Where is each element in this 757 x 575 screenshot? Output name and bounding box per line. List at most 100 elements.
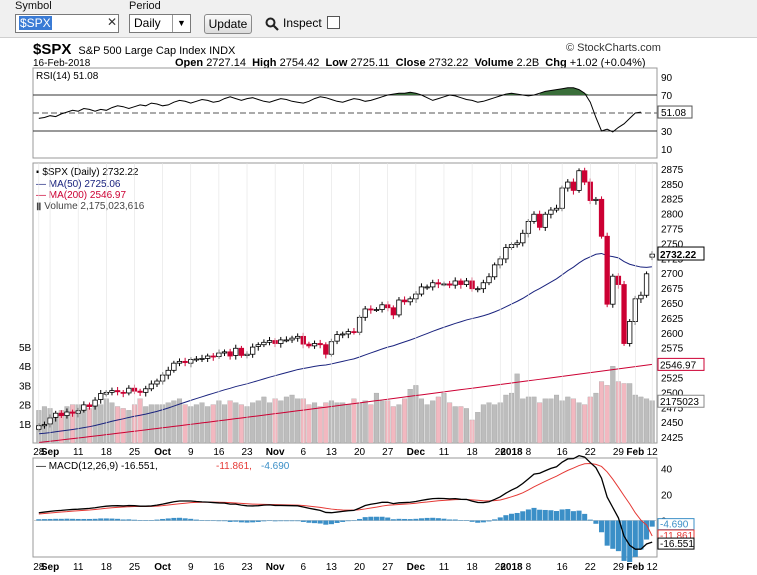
candle-body xyxy=(407,298,413,303)
high-value: 2754.42 xyxy=(279,57,320,69)
candle-body xyxy=(632,298,638,322)
period-select[interactable]: Daily xyxy=(129,14,191,33)
candle-body xyxy=(649,253,655,258)
volume-bar xyxy=(554,394,560,444)
candle-body xyxy=(53,412,59,418)
x-tick-label: 20 xyxy=(354,562,366,573)
macd-histogram-bar xyxy=(266,520,273,522)
x-tick-label: 13 xyxy=(326,447,338,458)
magnifier-icon xyxy=(265,17,279,31)
candle-body xyxy=(486,276,492,284)
candle-body xyxy=(323,344,329,355)
volume-bar xyxy=(70,404,76,444)
volume-bar xyxy=(475,412,481,444)
price-tick-label: 2525 xyxy=(661,373,684,384)
macd-histogram-bar xyxy=(238,520,244,523)
x-tick-label: 9 xyxy=(188,562,194,573)
macd-histogram-bar xyxy=(362,517,368,521)
volume-bar xyxy=(385,400,391,444)
volume-bar xyxy=(396,404,402,444)
clear-icon[interactable]: ✕ xyxy=(107,15,118,29)
volume-bar xyxy=(283,396,289,444)
candle-body xyxy=(525,220,532,234)
volume-last-box xyxy=(657,394,705,408)
macd-histogram-bar xyxy=(520,511,526,521)
candle-body xyxy=(249,346,256,355)
x-tick-label: 25 xyxy=(129,562,141,573)
macd-histogram-bar xyxy=(357,518,363,521)
candle-body xyxy=(430,282,436,288)
symbol-input[interactable]: $SPX xyxy=(15,14,119,33)
x-tick-label: 16 xyxy=(557,562,569,573)
candle-body xyxy=(368,308,374,311)
candle-body xyxy=(47,417,53,425)
ma200-line xyxy=(38,363,653,443)
rsi-panel xyxy=(32,67,658,159)
volume-bar xyxy=(323,402,329,444)
volume-bar xyxy=(244,406,250,444)
macd-histogram-bar xyxy=(53,518,59,521)
macd-histogram-bar xyxy=(508,513,515,521)
price-panel xyxy=(32,162,658,444)
volume-bar xyxy=(176,398,183,444)
volume-bar xyxy=(514,373,520,444)
x-tick-label: 22 xyxy=(585,447,597,458)
volume-bar xyxy=(182,404,188,444)
volume-bar xyxy=(131,404,137,444)
candle-body xyxy=(520,232,526,244)
candle-body xyxy=(514,242,520,246)
period-select-value[interactable]: Daily xyxy=(134,16,161,30)
volume-bar xyxy=(599,381,605,444)
symbol-input-value[interactable]: $SPX xyxy=(19,16,52,30)
macd-histogram-bar xyxy=(610,520,616,549)
price-tick-label: 2850 xyxy=(661,180,684,191)
candle-body xyxy=(491,264,498,278)
volume-bar xyxy=(210,404,216,444)
x-tick-label: 23 xyxy=(241,447,253,458)
volume-bar xyxy=(615,381,621,444)
candle-body xyxy=(480,282,487,290)
macd-last-label: -4.690 xyxy=(660,520,689,531)
volume-bar xyxy=(486,402,492,444)
x-tick-label: 26 xyxy=(495,447,507,458)
update-button[interactable]: Update xyxy=(204,14,252,34)
x-tick-label: 8 xyxy=(526,562,532,573)
chevron-down-icon[interactable]: ▼ xyxy=(172,15,190,32)
macd-histogram-bar xyxy=(300,520,306,522)
volume-bar xyxy=(267,402,273,444)
volume-bar xyxy=(565,396,571,444)
x-tick-label: 11 xyxy=(439,562,450,573)
macd-histogram-bar xyxy=(351,520,357,522)
low-value: 2725.11 xyxy=(350,57,390,69)
volume-bar xyxy=(53,414,59,444)
macd-histogram-bar xyxy=(621,520,627,561)
candle-body xyxy=(69,411,76,414)
macd-histogram-bar xyxy=(435,518,441,521)
x-tick-label: Oct xyxy=(154,562,171,573)
volume-bar xyxy=(593,392,599,444)
macd-histogram-bar xyxy=(143,520,149,521)
volume-bar xyxy=(587,396,593,444)
rsi-tick-label: 70 xyxy=(661,91,673,102)
candle-body xyxy=(598,198,605,237)
candle-body xyxy=(458,280,464,285)
candle-body xyxy=(576,170,582,191)
volume-bar xyxy=(227,400,233,444)
volume-bar xyxy=(137,398,143,444)
candle-body xyxy=(548,209,554,215)
ma50-line xyxy=(38,252,653,435)
volume-value: 2.2B xyxy=(516,57,540,69)
macd-histogram-bar xyxy=(480,520,486,523)
volume-bar xyxy=(604,385,610,444)
ohlc-summary: Open 2727.14 High 2754.42 Low 2725.11 Cl… xyxy=(175,57,646,69)
volume-bar xyxy=(272,398,278,444)
volume-bar xyxy=(199,402,205,444)
candle-body xyxy=(362,308,368,318)
macd-histogram-bar xyxy=(312,520,318,524)
macd-histogram-bar xyxy=(58,518,64,521)
volume-bar xyxy=(295,398,301,444)
volume-bar xyxy=(165,402,171,444)
inspect-checkbox[interactable] xyxy=(327,16,340,29)
macd-histogram-bar xyxy=(604,520,610,546)
volume-bar xyxy=(103,398,109,444)
